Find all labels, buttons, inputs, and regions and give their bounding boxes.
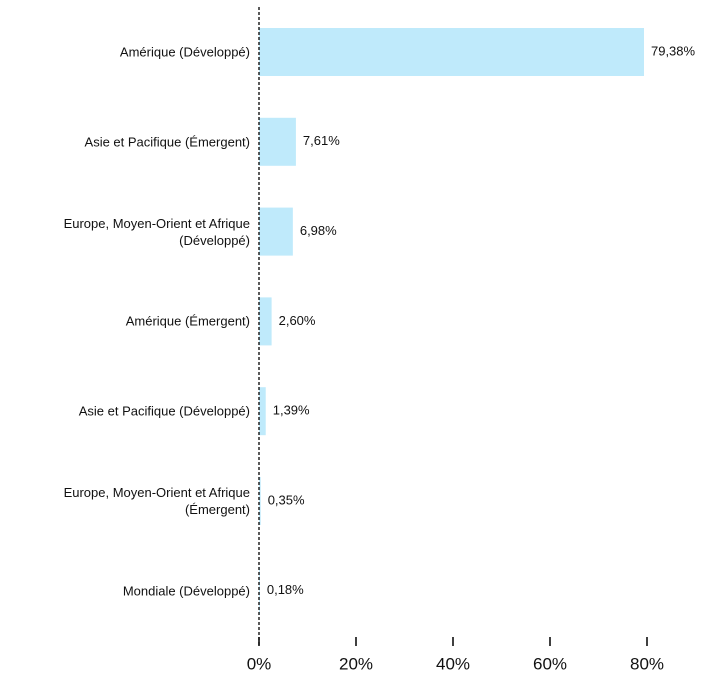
category-label: Asie et Pacifique (Développé): [78, 403, 250, 419]
x-tick-label: 80%: [630, 654, 664, 673]
value-label: 79,38%: [651, 43, 696, 58]
x-tick-label: 40%: [436, 654, 470, 673]
bar: [259, 117, 296, 166]
value-label: 1,39%: [273, 403, 310, 418]
bar: [259, 566, 260, 615]
bar: [259, 28, 644, 76]
category-label: Amérique (Émergent): [125, 313, 250, 329]
category-label: Asie et Pacifique (Émergent): [84, 134, 250, 150]
bar: [259, 477, 261, 525]
category-label: Europe, Moyen-Orient et Afrique (Émergen…: [63, 485, 250, 517]
value-label: 2,60%: [279, 313, 316, 328]
x-tick-label: 0%: [247, 654, 272, 673]
category-label: Europe, Moyen-Orient et Afrique (Dévelop…: [63, 215, 250, 248]
value-label: 6,98%: [300, 223, 337, 238]
value-label: 7,61%: [303, 133, 340, 148]
category-label: Mondiale (Développé): [122, 583, 250, 599]
bar: [259, 387, 266, 436]
x-tick-label: 60%: [533, 654, 567, 673]
bar: [259, 297, 272, 346]
x-tick-label: 20%: [339, 654, 373, 673]
category-label: Amérique (Développé): [119, 44, 250, 60]
value-label: 0,35%: [268, 492, 305, 507]
bar: [259, 207, 293, 256]
value-label: 0,18%: [267, 582, 304, 597]
